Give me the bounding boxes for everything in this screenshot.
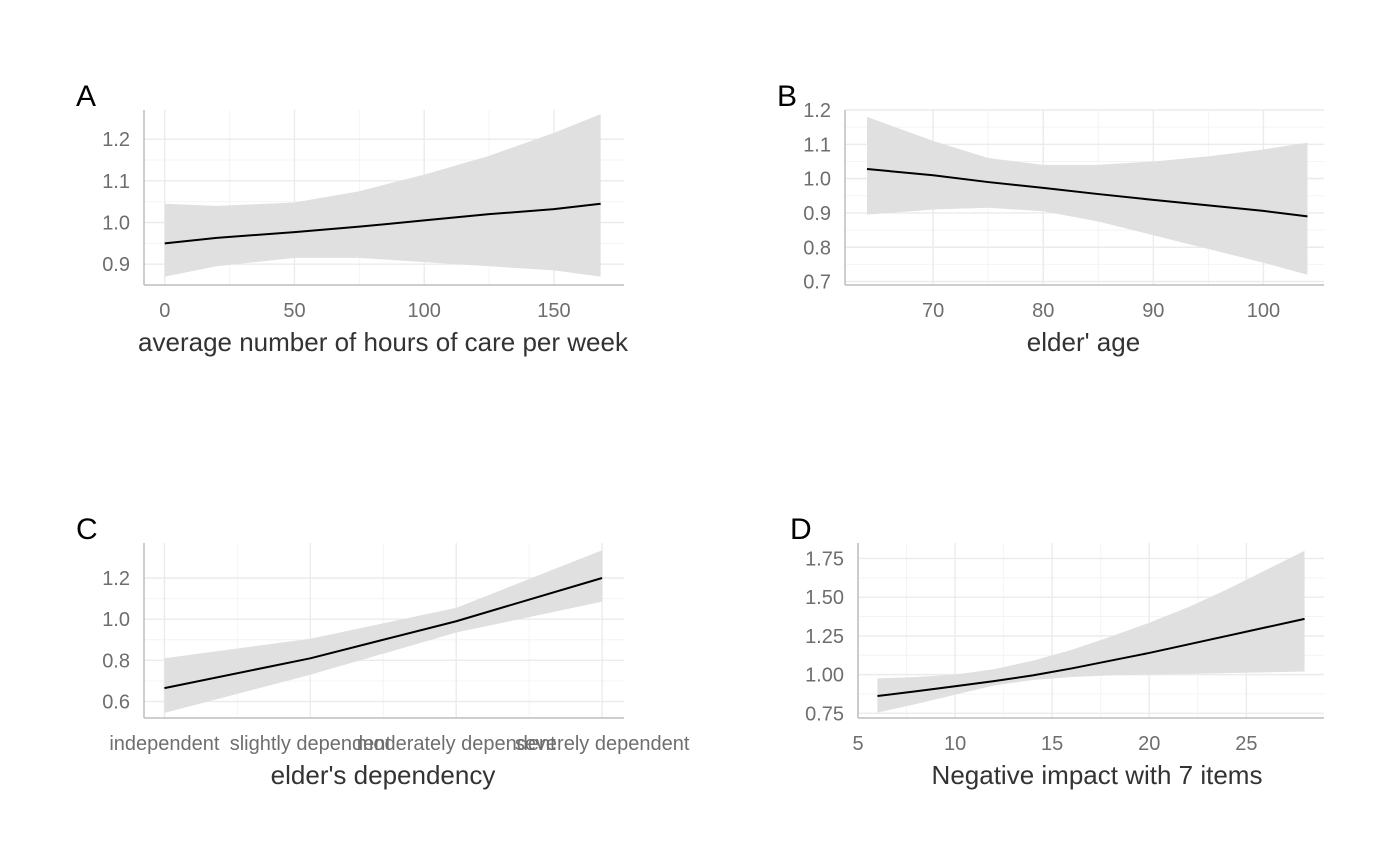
effect-line <box>164 202 601 245</box>
y-tick-label: 0.9 <box>803 203 831 225</box>
x-tick-label: 80 <box>1032 300 1054 322</box>
x-tick-label: 70 <box>922 300 944 322</box>
x-tick-label: slightly dependent <box>230 733 392 755</box>
confidence-band <box>164 550 603 713</box>
panel-tag: C <box>76 513 98 546</box>
y-tick-label: 0.9 <box>102 254 130 276</box>
y-tick-label: 1.1 <box>803 134 831 156</box>
x-tick-label: 20 <box>1138 733 1160 755</box>
panel-tag: D <box>790 513 812 546</box>
panel-tag: A <box>76 80 96 113</box>
y-tick-label: 0.7 <box>803 272 831 294</box>
x-tick-label: 10 <box>944 733 966 755</box>
y-tick-label: 0.75 <box>805 703 844 725</box>
x-tick-label: moderately dependent <box>357 733 556 755</box>
panel-a: 0.9 1.0 1.1 1.2 0 50 100 150 average number of h… <box>76 80 629 357</box>
y-tick-label: 0.8 <box>102 650 130 672</box>
confidence-band <box>867 116 1308 275</box>
confidence-band <box>877 550 1305 713</box>
effect-line <box>164 577 603 690</box>
x-tick-label: 90 <box>1142 300 1164 322</box>
y-tick-label: 1.0 <box>102 213 130 235</box>
y-tick-label: 0.6 <box>102 692 130 714</box>
x-axis-label: Negative impact with 7 items <box>932 760 1263 790</box>
x-axis-label: elder' age <box>1027 327 1140 357</box>
effect-line <box>877 617 1305 698</box>
y-tick-label: 1.2 <box>803 100 831 122</box>
y-tick-label: 1.75 <box>805 548 844 570</box>
y-tick-label: 1.2 <box>102 129 130 151</box>
y-tick-label: 1.2 <box>102 568 130 590</box>
panel-d: 0.75 1.00 1.25 1.50 1.75 5 10 15 20 25 Negative im… <box>790 513 1324 790</box>
y-tick-label: 1.1 <box>102 171 130 193</box>
panel-c: 0.6 0.8 1.0 1.2 independent slightly dependen… <box>76 513 690 790</box>
x-axis-label: average number of hours of care per week <box>138 327 629 357</box>
y-tick-label: 1.50 <box>805 587 844 609</box>
x-tick-label: independent <box>109 733 220 755</box>
y-tick-label: 1.25 <box>805 626 844 648</box>
x-tick-label: 25 <box>1235 733 1257 755</box>
x-tick-label: 150 <box>537 300 570 322</box>
effect-line <box>866 168 1308 218</box>
y-tick-label: 1.0 <box>102 609 130 631</box>
panel-b: 0.7 0.8 0.9 1.0 1.1 1.2 70 80 90 100 elder' age B <box>777 80 1324 357</box>
x-tick-label: 100 <box>408 300 441 322</box>
y-tick-label: 1.0 <box>803 169 831 191</box>
x-tick-label: 15 <box>1041 733 1063 755</box>
x-tick-label: 0 <box>159 300 170 322</box>
x-tick-label: 100 <box>1247 300 1280 322</box>
x-axis-label: elder's dependency <box>271 760 496 790</box>
panel-tag: B <box>777 80 797 113</box>
x-tick-label: 5 <box>852 733 863 755</box>
y-tick-label: 1.00 <box>805 665 844 687</box>
x-tick-label: 50 <box>283 300 305 322</box>
x-tick-label: severely dependent <box>515 733 690 755</box>
confidence-band <box>164 114 601 277</box>
y-tick-label: 0.8 <box>803 237 831 259</box>
